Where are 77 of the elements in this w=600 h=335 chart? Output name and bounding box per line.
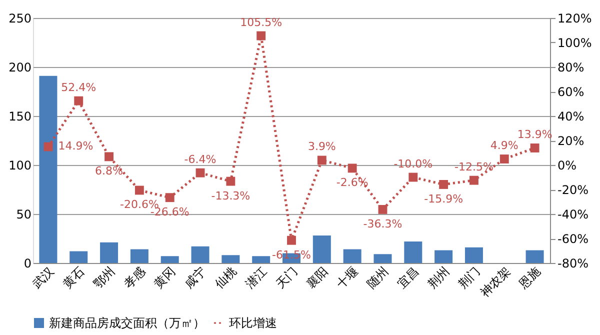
y2-tick-label: -20% [558, 183, 589, 197]
point [256, 31, 266, 40]
point [378, 204, 388, 214]
data-label: 3.9% [308, 140, 336, 154]
bar [312, 236, 331, 263]
point [287, 236, 296, 245]
x-tick-label: 黄石 [60, 264, 88, 291]
point [439, 180, 448, 189]
x-tick-label: 孝感 [121, 264, 148, 291]
y2-tick-label: -60% [558, 232, 589, 246]
bar [70, 251, 88, 263]
data-label: -15.9% [424, 192, 464, 206]
bar [464, 247, 483, 263]
y-tick-label: 0 [24, 256, 32, 270]
data-label: -13.3% [211, 189, 250, 202]
x-tick-label: 武汉 [30, 264, 57, 291]
x-tick-label: 随州 [364, 264, 392, 291]
bar [39, 76, 58, 263]
y2-tick-label: 20% [558, 134, 584, 148]
data-label: -6.4% [184, 152, 216, 166]
point [530, 144, 540, 152]
y2-tick-label: 80% [558, 60, 584, 74]
data-label: 6.8% [95, 164, 124, 178]
point [74, 96, 84, 106]
data-label: 14.9% [58, 140, 94, 153]
bar [222, 255, 240, 263]
y2-tick-label: 100% [558, 36, 592, 50]
bar [130, 249, 148, 263]
point [44, 142, 53, 152]
x-tick-label: 鄂州 [90, 264, 118, 291]
data-label: -36.3% [363, 217, 402, 230]
bar [160, 256, 179, 263]
x-tick-label: 黄冈 [151, 264, 178, 291]
point [165, 193, 174, 202]
point [226, 176, 236, 186]
bar [434, 250, 453, 263]
point [470, 176, 478, 185]
legend-label: 新建商品房成交面积（万㎡） [49, 316, 205, 330]
x-tick-label: 襄阳 [304, 264, 330, 291]
point [196, 168, 205, 178]
data-label: 105.5% [240, 16, 282, 29]
y2-tick-label: 0% [558, 158, 577, 172]
x-tick-label: 咸宁 [182, 264, 209, 291]
point [317, 156, 326, 165]
x-tick-label: 仙桃 [212, 264, 240, 291]
x-tick-label: 宜昌 [394, 264, 422, 291]
bar [100, 242, 118, 263]
data-label: 52.4% [61, 80, 96, 94]
bar [374, 254, 392, 263]
bar [252, 256, 270, 263]
y2-tick-label: -40% [558, 208, 589, 222]
x-tick-label: 天门 [273, 264, 300, 291]
x-tick-label: 荆州 [425, 264, 452, 291]
data-label: -61.5% [272, 248, 311, 262]
point [104, 152, 114, 162]
y-tick-label: 50 [16, 208, 32, 222]
y2-tick-label: 120% [558, 12, 592, 26]
y2-tick-label: 60% [558, 85, 584, 99]
legend-label: 环比增速 [229, 316, 277, 330]
y-tick-label: 150 [8, 110, 32, 124]
y-tick-label: 200 [8, 60, 32, 74]
y2-tick-label: 40% [558, 110, 584, 124]
point [348, 164, 357, 173]
y-tick-label: 250 [8, 12, 32, 26]
bar [404, 241, 422, 263]
bar [526, 250, 544, 263]
y-tick-label: 100 [8, 158, 32, 172]
x-tick-label: 恩施 [516, 264, 544, 292]
bar [343, 249, 362, 263]
data-label: 4.9% [490, 138, 518, 152]
point [500, 154, 509, 164]
bar [191, 246, 210, 263]
point [134, 186, 144, 195]
point [408, 172, 418, 182]
y2-tick-label: -80% [558, 256, 589, 270]
x-tick-label: 十堰 [334, 264, 361, 291]
x-tick-label: 潜江 [242, 264, 270, 291]
